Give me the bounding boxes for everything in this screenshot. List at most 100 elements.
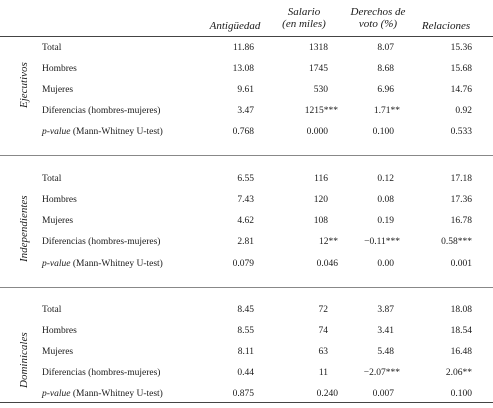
cell-relaciones: 0.533	[450, 127, 472, 137]
cell-relaciones: 18.08	[450, 305, 472, 315]
pvalue-label-rest: (Mann-Whitney U-test)	[70, 127, 163, 137]
table-row: Total 8.45 72 3.87 18.08	[0, 303, 493, 317]
cell-relaciones: 17.18	[450, 174, 472, 184]
cell-antiguedad: 8.45	[237, 305, 254, 315]
bottom-rule	[0, 402, 493, 403]
cell-derechos: 6.96	[377, 85, 394, 95]
cell-relaciones: 16.48	[450, 347, 472, 357]
table-row: p-value (Mann-Whitney U-test) 0.768 0.00…	[0, 125, 493, 139]
cell-salario: 1318	[309, 43, 328, 53]
cell-derechos: 0.12	[377, 174, 394, 184]
row-label: Hombres	[42, 195, 77, 205]
table-row: Hombres 13.08 1745 8.68 15.68	[0, 62, 493, 76]
cell-derechos: 0.00	[377, 259, 394, 269]
row-label: Total	[42, 43, 62, 53]
row-label: Mujeres	[42, 85, 74, 95]
row-label: Hombres	[42, 64, 77, 74]
cell-salario: 530	[313, 85, 328, 95]
cell-salario: 1745	[309, 64, 328, 74]
cell-derechos: 8.68	[377, 64, 394, 74]
cell-derechos: −2.07***	[363, 368, 400, 378]
cell-relaciones: 0.58***	[441, 237, 472, 247]
cell-antiguedad: 4.62	[237, 216, 254, 226]
cell-salario: 120	[313, 195, 328, 205]
table-row: Mujeres 4.62 108 0.19 16.78	[0, 214, 493, 228]
row-label: Mujeres	[42, 347, 74, 357]
cell-antiguedad: 3.47	[237, 106, 254, 116]
cell-salario: 63	[318, 347, 329, 357]
cell-salario: 0.000	[306, 127, 328, 137]
cell-relaciones: 17.36	[450, 195, 472, 205]
table-row: Diferencias (hombres-mujeres) 0.44 11 −2…	[0, 366, 493, 380]
row-label: p-value (Mann-Whitney U-test)	[42, 125, 163, 139]
table-row: Diferencias (hombres-mujeres) 2.81 12** …	[0, 235, 493, 249]
pvalue-label-italic: p-value	[42, 389, 71, 399]
cell-antiguedad: 0.875	[232, 389, 254, 399]
cell-salario: 72	[318, 305, 329, 315]
cell-antiguedad: 2.81	[237, 237, 254, 247]
cell-relaciones: 2.06**	[445, 368, 472, 378]
table-row: p-value (Mann-Whitney U-test) 0.079 0.04…	[0, 257, 493, 271]
table-row: Hombres 8.55 74 3.41 18.54	[0, 324, 493, 338]
cell-salario: 108	[313, 216, 328, 226]
cell-relaciones: 0.100	[450, 389, 472, 399]
row-label: Total	[42, 174, 62, 184]
cell-derechos: 0.19	[377, 216, 394, 226]
cell-antiguedad: 11.86	[232, 43, 254, 53]
cell-relaciones: 18.54	[450, 326, 472, 336]
cell-relaciones: 14.76	[450, 85, 472, 95]
header-salario: Salario (en miles)	[282, 6, 326, 30]
cell-salario: 74	[318, 326, 329, 336]
cell-derechos: 0.08	[377, 195, 394, 205]
table-row: Total 11.86 1318 8.07 15.36	[0, 41, 493, 55]
cell-derechos: −0.11***	[364, 237, 400, 247]
cell-relaciones: 0.92	[455, 106, 472, 116]
cell-antiguedad: 7.43	[237, 195, 254, 205]
cell-antiguedad: 6.55	[237, 174, 254, 184]
table-row: p-value (Mann-Whitney U-test) 0.875 0.24…	[0, 387, 493, 401]
cell-antiguedad: 8.55	[237, 326, 254, 336]
cell-salario: 11	[318, 368, 328, 378]
cell-antiguedad: 0.079	[232, 259, 254, 269]
cell-derechos: 5.48	[377, 347, 394, 357]
header-relaciones: Relaciones	[421, 20, 471, 32]
cell-derechos: 3.41	[377, 326, 394, 336]
cell-salario: 12**	[319, 237, 338, 247]
pvalue-label-rest: (Mann-Whitney U-test)	[70, 389, 163, 399]
pvalue-label-rest: (Mann-Whitney U-test)	[70, 259, 163, 269]
cell-antiguedad: 0.768	[232, 127, 254, 137]
pvalue-label-italic: p-value	[42, 259, 71, 269]
row-label: p-value (Mann-Whitney U-test)	[42, 257, 163, 271]
row-label: Hombres	[42, 326, 77, 336]
header-rule	[0, 36, 493, 37]
row-label: Diferencias (hombres-mujeres)	[42, 237, 161, 247]
row-label: Diferencias (hombres-mujeres)	[42, 368, 161, 378]
cell-salario: 116	[314, 174, 328, 184]
cell-antiguedad: 13.08	[232, 64, 254, 74]
cell-salario: 1215***	[304, 106, 338, 116]
cell-antiguedad: 0.44	[237, 368, 254, 378]
header-antiguedad: Antigüedad	[209, 20, 261, 32]
row-label: Mujeres	[42, 216, 74, 226]
row-label: p-value (Mann-Whitney U-test)	[42, 387, 163, 401]
cell-salario: 0.046	[316, 259, 338, 269]
section-divider	[0, 155, 493, 156]
table-row: Diferencias (hombres-mujeres) 3.47 1215*…	[0, 104, 493, 118]
cell-derechos: 0.100	[372, 127, 394, 137]
cell-relaciones: 16.78	[450, 216, 472, 226]
cell-antiguedad: 8.11	[237, 347, 254, 357]
row-label: Diferencias (hombres-mujeres)	[42, 106, 161, 116]
cell-antiguedad: 9.61	[237, 85, 254, 95]
table-row: Mujeres 8.11 63 5.48 16.48	[0, 345, 493, 359]
header-derechos-de-voto: Derechos de voto (%)	[350, 6, 406, 30]
cell-derechos: 3.87	[377, 305, 394, 315]
cell-derechos: 8.07	[377, 43, 394, 53]
cell-derechos: 1.71**	[373, 106, 400, 116]
row-label: Total	[42, 305, 62, 315]
cell-relaciones: 0.001	[450, 259, 472, 269]
pvalue-label-italic: p-value	[42, 127, 71, 137]
cell-derechos: 0.007	[372, 389, 394, 399]
table-row: Total 6.55 116 0.12 17.18	[0, 172, 493, 186]
section-divider	[0, 287, 493, 288]
